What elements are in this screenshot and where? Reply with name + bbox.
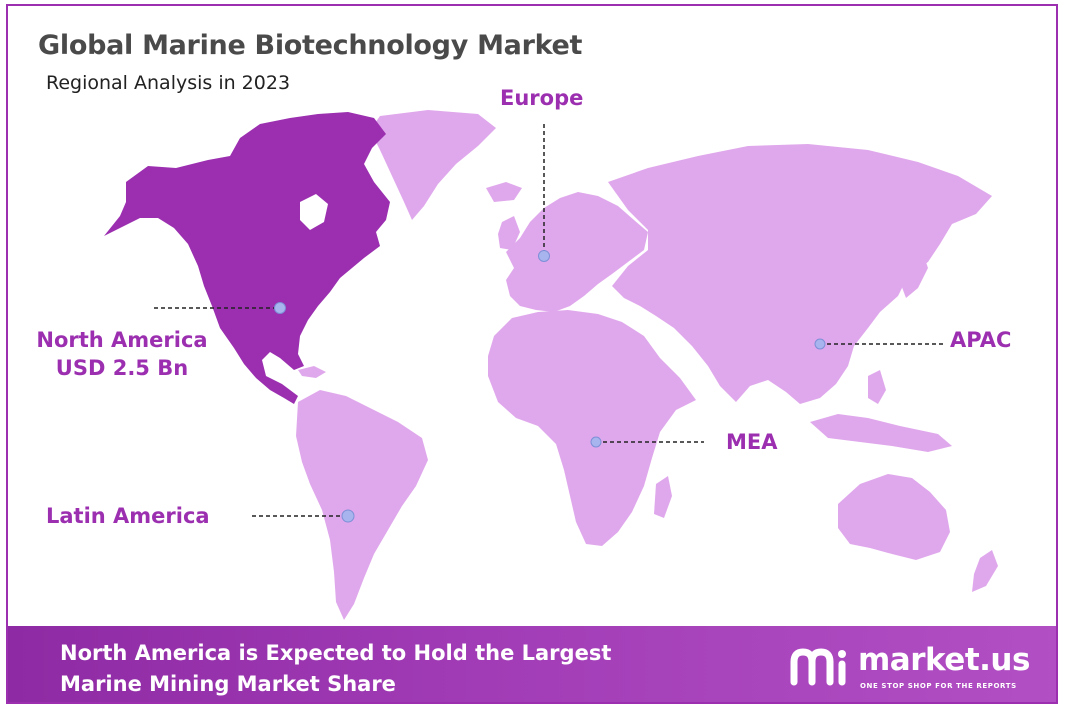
region-greenland [370, 110, 496, 220]
world-map [104, 110, 998, 620]
marker-north-america [274, 302, 286, 314]
region-philippines [868, 370, 886, 404]
hudson-bay [300, 194, 328, 230]
footer-message: North America is Expected to Hold the La… [60, 638, 611, 700]
region-japan [900, 250, 928, 298]
market-us-logo-icon [790, 648, 846, 686]
page-title: Global Marine Biotechnology Market [38, 30, 583, 61]
marker-latin-america [341, 509, 355, 523]
region-asia [608, 144, 992, 404]
region-australia [838, 474, 950, 560]
market-us-logo-name: market.us [858, 642, 1030, 678]
footer-line-1: North America is Expected to Hold the La… [60, 641, 612, 665]
market-us-logo-tagline: ONE STOP SHOP FOR THE REPORTS [860, 682, 1017, 690]
region-europe [506, 192, 648, 312]
label-north-america-name: North America [36, 328, 208, 352]
label-latin-america: Latin America [46, 504, 210, 528]
region-iceland [486, 182, 522, 202]
label-apac: APAC [950, 328, 1012, 352]
label-north-america-value: USD 2.5 Bn [55, 356, 189, 380]
region-north-america [104, 112, 390, 404]
label-north-america: North America USD 2.5 Bn [22, 326, 222, 382]
region-madagascar [654, 476, 672, 518]
label-mea: MEA [726, 430, 778, 454]
page-subtitle: Regional Analysis in 2023 [46, 72, 291, 94]
footer-line-2: Marine Mining Market Share [60, 672, 396, 696]
region-indonesia [810, 414, 952, 452]
marker-apac [814, 338, 826, 350]
market-us-logo: market.us ONE STOP SHOP FOR THE REPORTS [788, 642, 1048, 694]
region-africa [488, 310, 696, 546]
footer-banner: North America is Expected to Hold the La… [8, 626, 1056, 702]
region-british-isles [498, 216, 520, 250]
infographic-frame: Global Marine Biotechnology Market Regio… [6, 4, 1058, 704]
region-new-zealand [972, 550, 998, 592]
label-europe: Europe [500, 86, 584, 110]
region-caribbean [298, 366, 326, 378]
marker-europe [538, 250, 550, 262]
region-south-america [296, 390, 428, 620]
marker-mea [590, 436, 602, 448]
